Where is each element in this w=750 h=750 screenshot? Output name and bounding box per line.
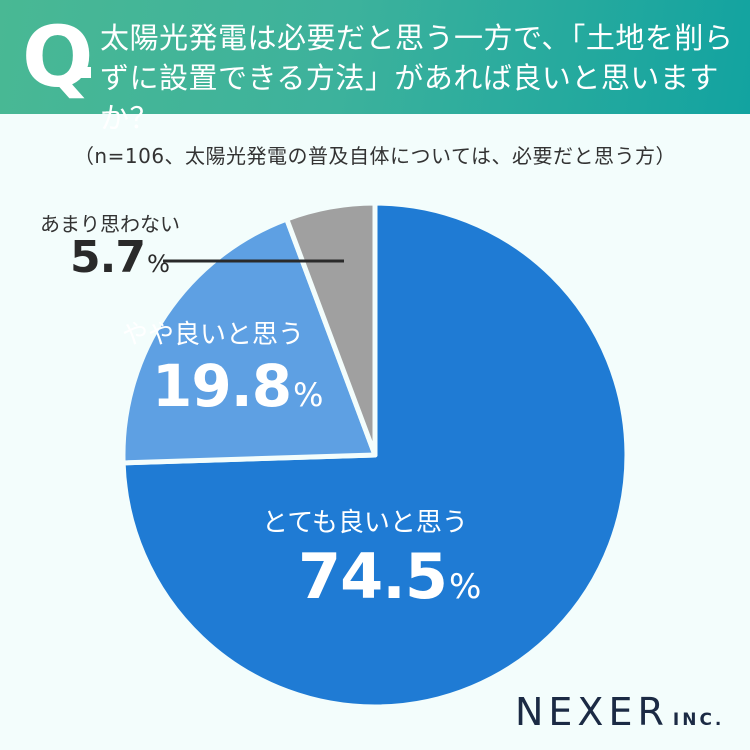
slice-somewhat-good <box>120 216 378 466</box>
label-somewhat-good: やや良いと思う <box>122 320 305 350</box>
q-mark: Q <box>22 8 93 106</box>
value-number: 74.5 <box>298 540 448 613</box>
value-somewhat-good: 19.8% <box>152 352 323 420</box>
percent-sign: % <box>146 250 170 278</box>
logo-name: NEXER <box>515 690 669 734</box>
q-dot <box>80 67 91 78</box>
question-text: 太陽光発電は必要だと思う一方で、「土地を削らずに設置できる方法」があれば良いと思… <box>100 21 734 135</box>
percent-sign: % <box>448 567 481 607</box>
nexer-logo: NEXER INC. <box>515 690 724 734</box>
label-very-good: とても良いと思う <box>262 508 468 538</box>
label-not-really: あまり思わない <box>40 212 180 236</box>
value-not-really: 5.7% <box>70 232 170 283</box>
sample-note: （n=106、太陽光発電の普及自体については、必要だと思う方） <box>73 144 677 168</box>
logo-suffix: INC. <box>672 710 725 730</box>
slice-not-really <box>284 200 378 458</box>
percent-sign: % <box>293 376 323 414</box>
value-very-good: 74.5% <box>298 540 481 613</box>
question-header: Q 太陽光発電は必要だと思う一方で、「土地を削らずに設置できる方法」があれば良い… <box>0 0 750 135</box>
value-number: 5.7 <box>70 232 146 283</box>
value-number: 19.8 <box>152 352 292 420</box>
